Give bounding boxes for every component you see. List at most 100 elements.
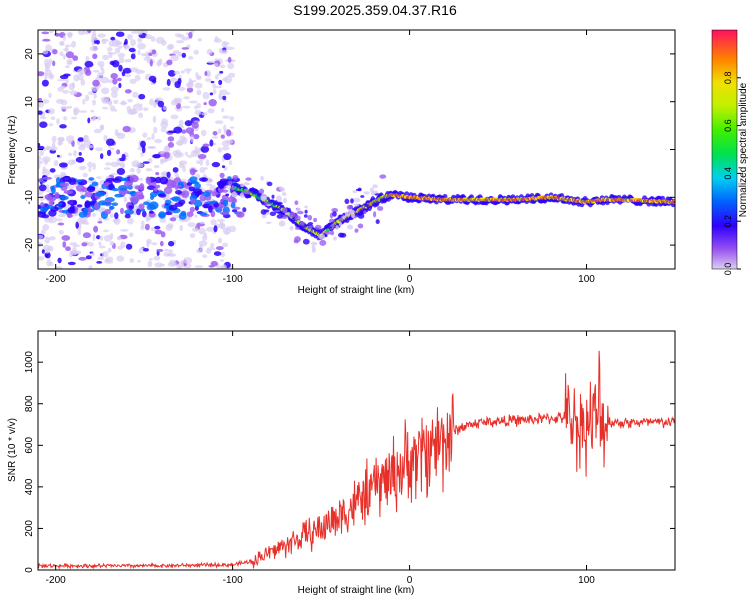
spectrogram-cell bbox=[71, 82, 75, 88]
spectrogram-cell bbox=[325, 226, 333, 229]
spectrogram-cell bbox=[167, 136, 175, 142]
spectrogram-cell bbox=[194, 214, 198, 218]
spectrogram-cell bbox=[154, 225, 161, 230]
spectrogram-cell bbox=[112, 218, 119, 223]
spectrogram-cell bbox=[170, 54, 179, 62]
spectrogram-cell bbox=[57, 257, 62, 264]
spectrogram-cell bbox=[165, 211, 173, 216]
x-tick-label: -200 bbox=[46, 575, 66, 586]
spectrogram-cell bbox=[202, 235, 208, 241]
spectrogram-cell bbox=[181, 190, 190, 198]
spectrogram-cell bbox=[374, 193, 381, 196]
spectrogram-cell bbox=[369, 187, 374, 193]
spectrogram-cell bbox=[137, 260, 141, 263]
spectrogram-cell bbox=[140, 53, 147, 57]
spectrogram-cell bbox=[109, 213, 114, 218]
spectrogram-cell bbox=[170, 77, 178, 83]
spectrogram-cell bbox=[54, 192, 60, 199]
spectrogram-cell bbox=[176, 265, 182, 269]
spectrogram-cell bbox=[672, 200, 675, 204]
spectrogram-cell bbox=[93, 93, 97, 99]
spectrogram-cell bbox=[293, 239, 299, 244]
spectrogram-cell bbox=[58, 230, 64, 235]
spectrogram-cell bbox=[119, 229, 129, 232]
spectrogram-cell bbox=[38, 71, 45, 77]
spectrogram-cell bbox=[57, 222, 65, 226]
spectrogram-cell bbox=[44, 69, 52, 76]
spectrogram-cell bbox=[240, 195, 245, 198]
spectrogram-cell bbox=[74, 250, 82, 255]
spectrogram-cell bbox=[130, 30, 139, 34]
spectrogram-cell bbox=[67, 214, 73, 218]
spectrogram-cell bbox=[168, 204, 178, 211]
spectrogram-cell bbox=[135, 103, 143, 107]
spectrogram-cell bbox=[41, 31, 50, 35]
spectrogram-cell bbox=[154, 138, 163, 144]
spectrogram-cell bbox=[276, 201, 283, 205]
spectrogram-cell bbox=[189, 233, 196, 239]
spectrogram-cell bbox=[181, 47, 190, 50]
spectrogram-cell bbox=[143, 201, 150, 206]
spectrogram-cell bbox=[86, 144, 95, 149]
spectrogram-cell bbox=[329, 230, 335, 236]
snr-panel: -200 -100 0 100 0 200 400 600 800 1000 Height of… bbox=[7, 330, 676, 596]
spectrogram-cell bbox=[143, 107, 149, 111]
spectrogram-cell bbox=[243, 190, 251, 195]
spectrogram-cell bbox=[59, 51, 64, 57]
spectrogram-cell bbox=[42, 224, 50, 231]
spectrogram-cell bbox=[118, 82, 122, 89]
spectrogram-cell bbox=[111, 60, 120, 68]
spectrogram-cell bbox=[92, 234, 96, 242]
spectrogram-cell bbox=[130, 53, 136, 60]
spectrogram-cell bbox=[260, 196, 268, 202]
spectrogram-cell bbox=[280, 187, 285, 192]
spectrogram-cell bbox=[152, 115, 157, 123]
spectrogram-cell bbox=[154, 262, 163, 268]
spectrogram-cell bbox=[39, 116, 47, 120]
spectrogram-cell bbox=[307, 214, 313, 221]
spectrogram-cell bbox=[174, 33, 182, 37]
spectrogram-cell bbox=[213, 251, 222, 256]
spectrogram-cell bbox=[129, 167, 135, 173]
spectrogram-cell bbox=[38, 100, 44, 108]
spectrogram-cell bbox=[219, 211, 230, 215]
spectrogram-cell bbox=[170, 114, 179, 120]
spectrogram-cell bbox=[147, 146, 155, 149]
spectrogram-cell bbox=[60, 106, 69, 110]
spectrogram-cell bbox=[84, 200, 91, 209]
spectrogram-cell bbox=[52, 49, 58, 55]
spectrogram-cell bbox=[197, 154, 207, 159]
spectrogram-cell bbox=[66, 135, 75, 143]
x-tick-label: 0 bbox=[407, 274, 413, 285]
spectrogram-cell bbox=[193, 199, 203, 207]
spectrogram-cell bbox=[223, 153, 232, 161]
spectrogram-cell bbox=[370, 191, 376, 196]
spectrogram-cell bbox=[221, 107, 225, 113]
spectrogram-cell bbox=[40, 206, 48, 213]
spectrogram-cell bbox=[335, 225, 340, 231]
spectrogram-cell bbox=[154, 229, 163, 235]
spectrogram-cell bbox=[103, 167, 111, 170]
spectrogram-cell bbox=[198, 227, 206, 235]
spectrogram-cell bbox=[38, 162, 41, 170]
spectrogram-cell bbox=[151, 242, 158, 246]
spectrogram-cell bbox=[127, 99, 133, 103]
spectrogram-cell bbox=[75, 179, 82, 183]
snr-y-label: SNR (10 * v/v) bbox=[7, 418, 18, 482]
spectrogram-cell bbox=[190, 198, 196, 204]
spectrogram-cell bbox=[357, 223, 364, 229]
spectrogram-cell bbox=[209, 92, 214, 96]
spectrogram-cell bbox=[109, 205, 115, 210]
spectrogram-cell bbox=[222, 77, 228, 81]
spectrogram-cell bbox=[63, 190, 74, 195]
spectrogram-cell bbox=[100, 96, 110, 103]
spectrogram-cell bbox=[177, 86, 186, 91]
spectrogram-cell bbox=[49, 146, 58, 151]
y-tick-label: 0 bbox=[24, 567, 35, 573]
spectrogram-cell bbox=[331, 208, 339, 213]
spectrogram-cell bbox=[84, 191, 93, 198]
spectrogram-cell bbox=[67, 261, 76, 266]
spectrogram-cell bbox=[186, 71, 190, 74]
spectrogram-cell bbox=[260, 175, 264, 181]
spectrogram-cell bbox=[96, 72, 104, 79]
